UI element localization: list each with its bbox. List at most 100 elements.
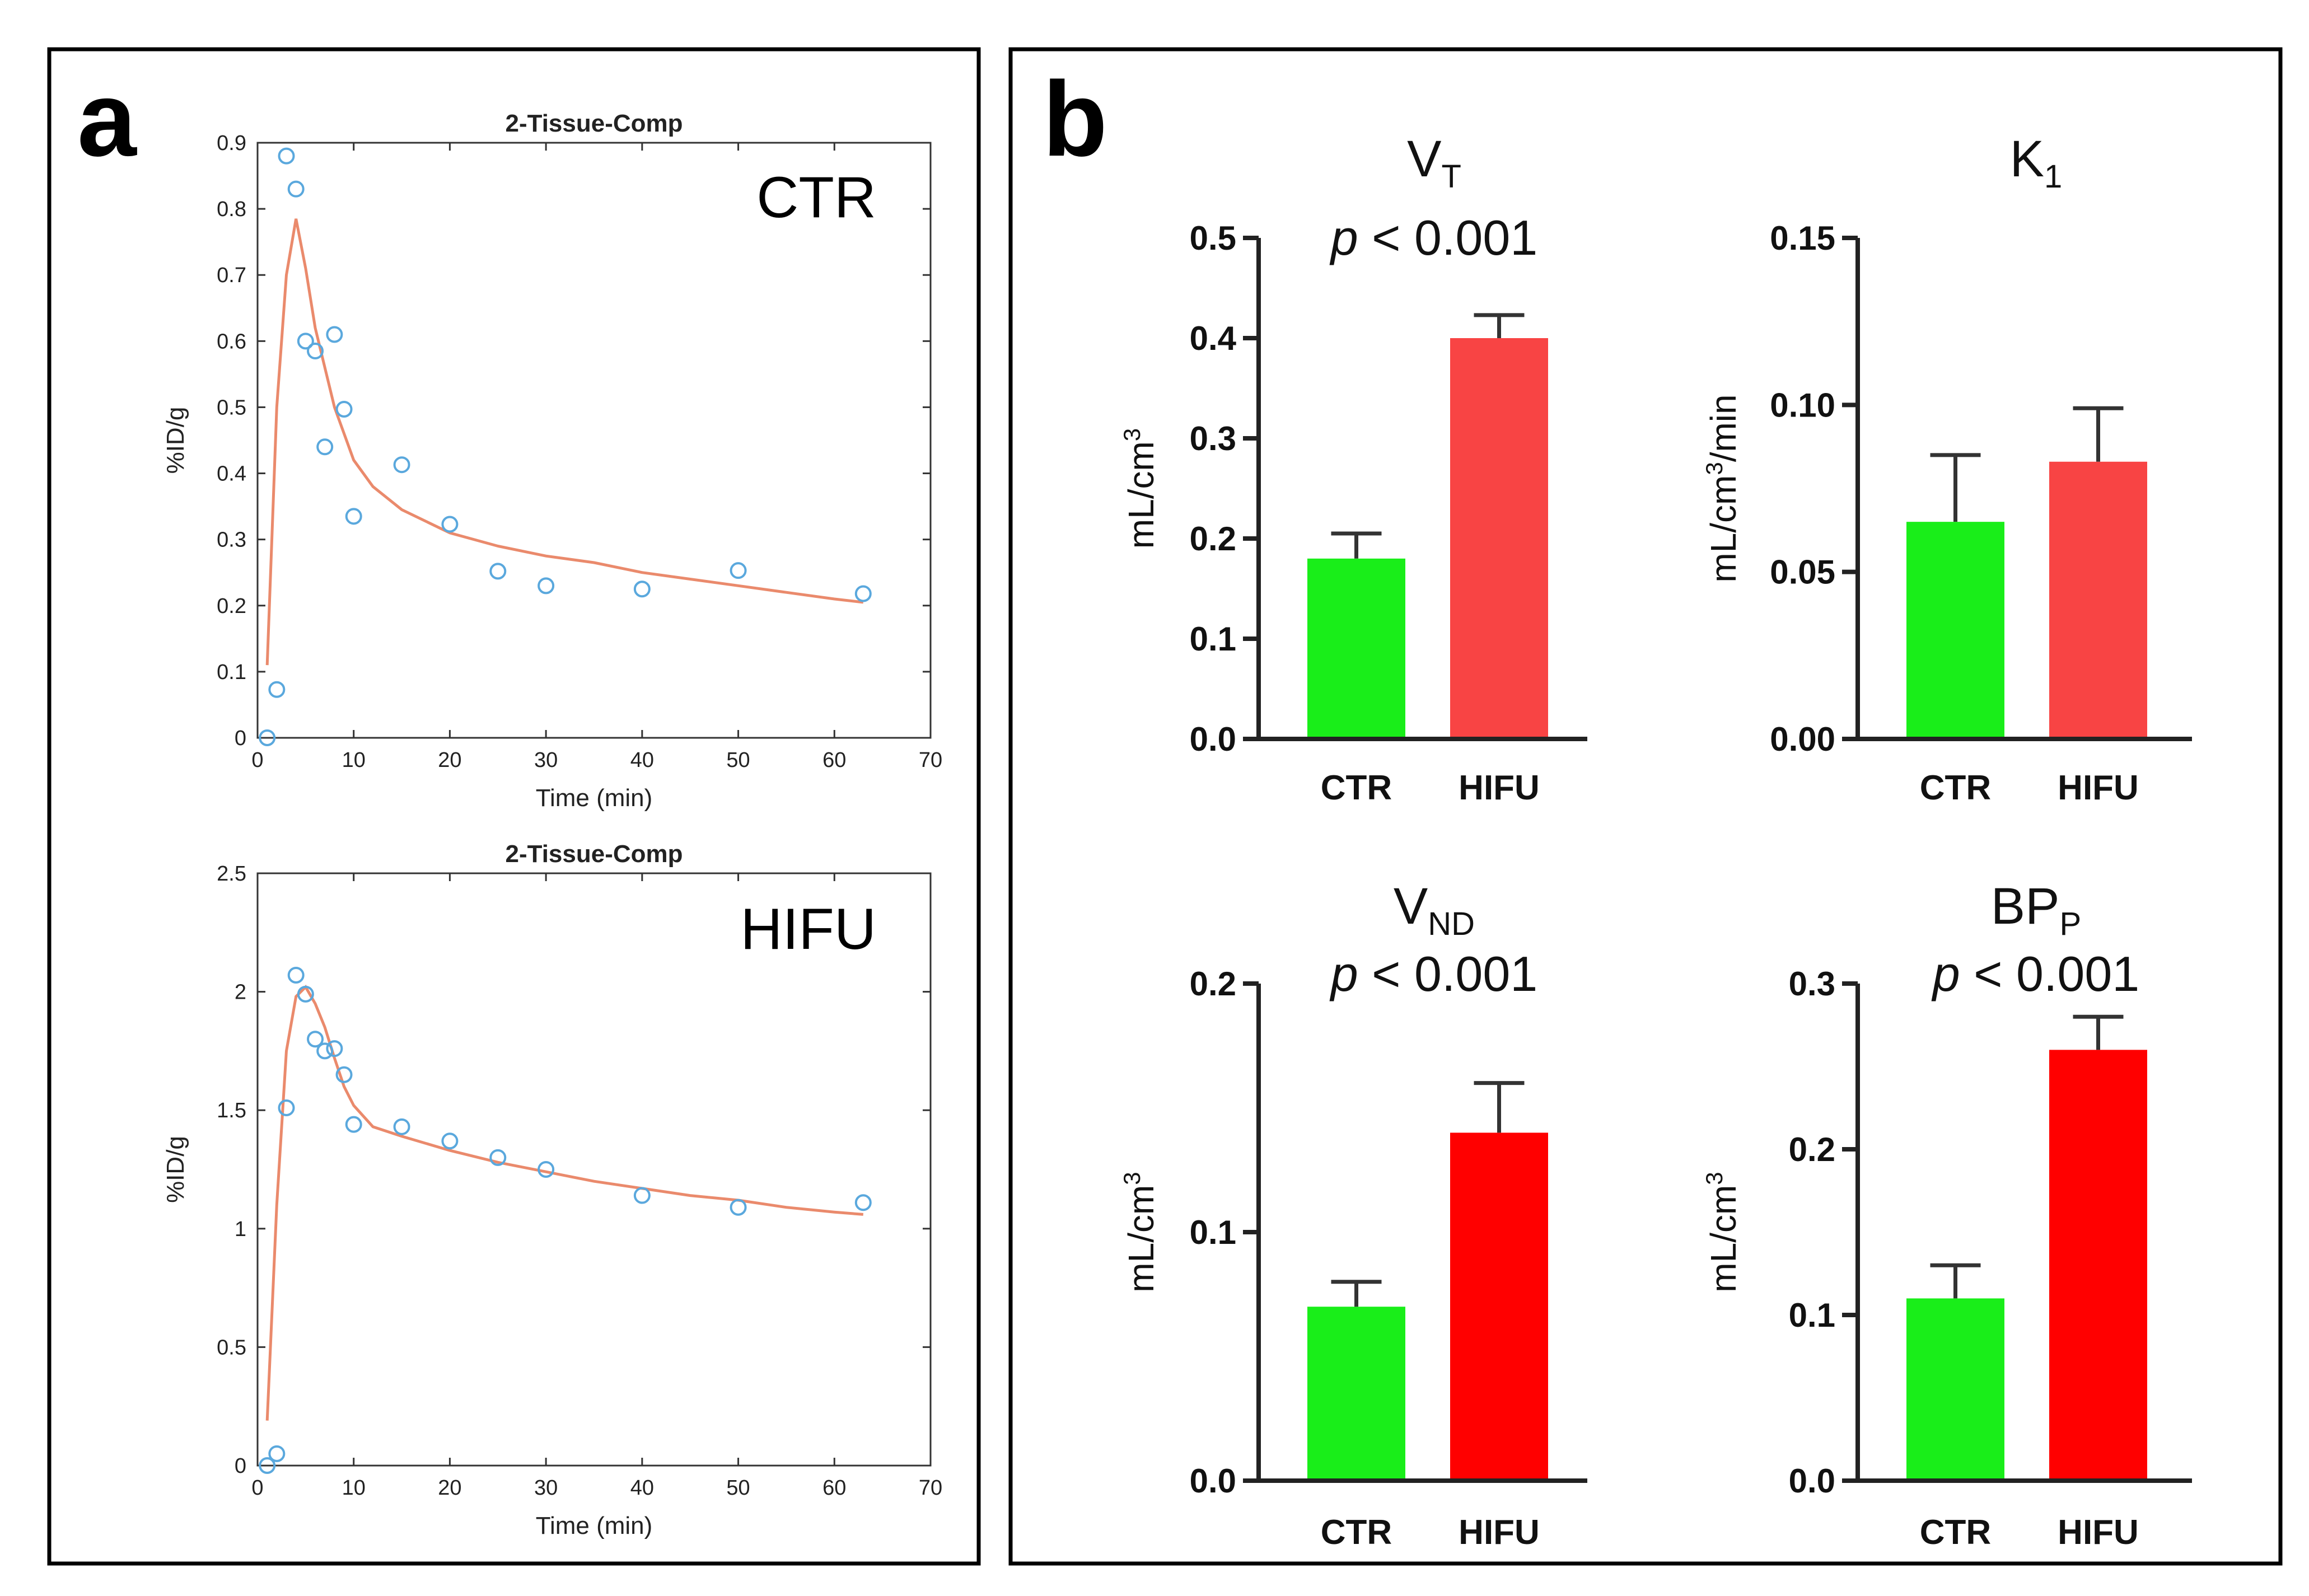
data-point: [393, 456, 410, 474]
data-point: [730, 1199, 747, 1216]
y-axis-label-base: mL/cm: [1703, 1185, 1744, 1293]
data-point: [307, 343, 324, 360]
bar: [1906, 522, 2004, 737]
y-tick-label: 0.0: [1190, 1462, 1236, 1500]
panel-a-letter: a: [77, 60, 137, 179]
bar: [1906, 1298, 2004, 1478]
category-label: HIFU: [1459, 1513, 1540, 1552]
data-point: [345, 1116, 362, 1133]
data-point: [268, 681, 286, 698]
y-tick-label: 0.9: [217, 132, 246, 155]
chart-title-sub: P: [2060, 906, 2082, 942]
data-point: [316, 438, 334, 456]
p-value-text: < 0.001: [1960, 946, 2140, 1001]
y-axis-label: %ID/g: [162, 407, 189, 474]
category-label: CTR: [1321, 1513, 1392, 1552]
data-point: [441, 1132, 459, 1150]
chart-title: VND: [1394, 878, 1475, 942]
y-tick-label: 0.1: [217, 661, 246, 684]
x-tick-label: 0: [251, 1476, 263, 1500]
y-tick-label: 2.5: [217, 862, 246, 886]
plot-area: [256, 872, 932, 1467]
ctr-fit-chart: 0 10 20 30 40 50 60 70 0 0.1 0.2 0.3 0.4 0.5 0.6 0.7 0.8…: [162, 110, 942, 812]
data-point: [393, 1118, 410, 1135]
y-tick-label: 0.1: [1190, 1214, 1236, 1251]
x-tick-label: 10: [342, 748, 366, 772]
chart-title-main: K: [2010, 130, 2044, 188]
data-point: [326, 326, 343, 343]
y-tick-label: 1: [235, 1218, 246, 1241]
panel-a-frame: [47, 47, 981, 1566]
fit-line: [265, 218, 864, 666]
y-tick-label: 0.3: [217, 528, 246, 552]
p-value-symbol: p: [1329, 210, 1358, 265]
y-tick-label: 0.10: [1770, 386, 1835, 424]
x-tick-label: 40: [630, 748, 654, 772]
category-label: HIFU: [1459, 769, 1540, 807]
category-label: CTR: [1920, 769, 1991, 807]
y-tick-label: 0.7: [217, 264, 246, 287]
y-tick-label: 0.4: [1190, 320, 1237, 357]
y-tick-label: 1.5: [217, 1099, 246, 1122]
chart-title-main: V: [1407, 130, 1441, 188]
panel-b-frame: [1008, 47, 2283, 1566]
data-point: [854, 1194, 872, 1211]
hifu-fit-chart: 0 10 20 30 40 50 60 70 0 0.5 1 1.5 2 2.5 2-Tissue-Comp…: [162, 840, 942, 1539]
y-tick-label: 2: [235, 981, 246, 1004]
y-axis-label: mL/cm3/min: [1701, 394, 1744, 582]
data-point: [345, 508, 362, 525]
k1-bar-chart: K1 0.00 0.05 0.10 0.15 mL/cm3/min CTR HIFU: [1701, 130, 2192, 807]
x-tick-label: 20: [438, 1476, 461, 1500]
y-axis-label-base: mL/cm: [1121, 1185, 1161, 1293]
panel-b-letter: b: [1043, 60, 1107, 179]
y-axis-label: %ID/g: [162, 1136, 189, 1203]
chart-title-main: BP: [1991, 878, 2060, 935]
y-tick-label: 0.0: [1190, 720, 1236, 758]
y-axis-label-sup: 3: [1119, 428, 1145, 441]
y-tick-label: 0.3: [1789, 965, 1835, 1003]
p-value-text: < 0.001: [1358, 210, 1538, 265]
bar: [1307, 1307, 1405, 1478]
chart-title-sub: T: [1441, 158, 1461, 195]
x-tick-label: 20: [438, 748, 461, 772]
chart-title: 2-Tissue-Comp: [505, 110, 683, 137]
x-tick-label: 70: [919, 1476, 942, 1500]
data-point: [489, 563, 507, 580]
y-tick-label: 0.3: [1190, 420, 1236, 457]
plot-area: [256, 142, 932, 739]
y-tick-label: 0.15: [1770, 219, 1835, 257]
y-tick-label: 0.0: [1789, 1462, 1835, 1500]
data-point: [297, 985, 314, 1003]
data-point: [537, 577, 555, 595]
chart-title: VT: [1407, 130, 1461, 195]
y-tick-label: 0.5: [1190, 219, 1236, 257]
y-tick-label: 0.5: [217, 396, 246, 419]
data-point: [854, 585, 872, 602]
y-tick-label: 0.1: [1789, 1297, 1835, 1334]
bar: [1450, 338, 1548, 737]
p-value: p < 0.001: [1329, 946, 1537, 1001]
y-axis-label: mL/cm3: [1701, 1172, 1744, 1292]
y-axis-label-sup: 3: [1701, 462, 1727, 475]
x-tick-label: 60: [822, 1476, 846, 1500]
data-point: [278, 1099, 295, 1116]
chart-title: 2-Tissue-Comp: [505, 840, 683, 868]
y-tick-label: 0: [235, 1454, 246, 1478]
data-point: [489, 1149, 507, 1166]
bar: [2049, 1050, 2147, 1478]
y-axis-label-suffix: /min: [1703, 394, 1744, 462]
chart-title: BPP: [1991, 878, 2081, 942]
x-tick-label: 50: [726, 748, 750, 772]
data-point: [316, 1042, 334, 1060]
bar: [1450, 1132, 1548, 1478]
y-tick-label: 0.2: [1190, 965, 1236, 1003]
panel-b: b VTp < 0.0010.00.10.20.30.40.5mL/cm3CTR…: [1008, 47, 2283, 1566]
data-point: [633, 1187, 651, 1204]
y-tick-label: 0.2: [1190, 520, 1236, 558]
category-label: HIFU: [2058, 769, 2139, 807]
chart-title: K1: [2010, 130, 2063, 195]
data-point: [287, 966, 305, 984]
x-tick-label: 60: [822, 748, 846, 772]
